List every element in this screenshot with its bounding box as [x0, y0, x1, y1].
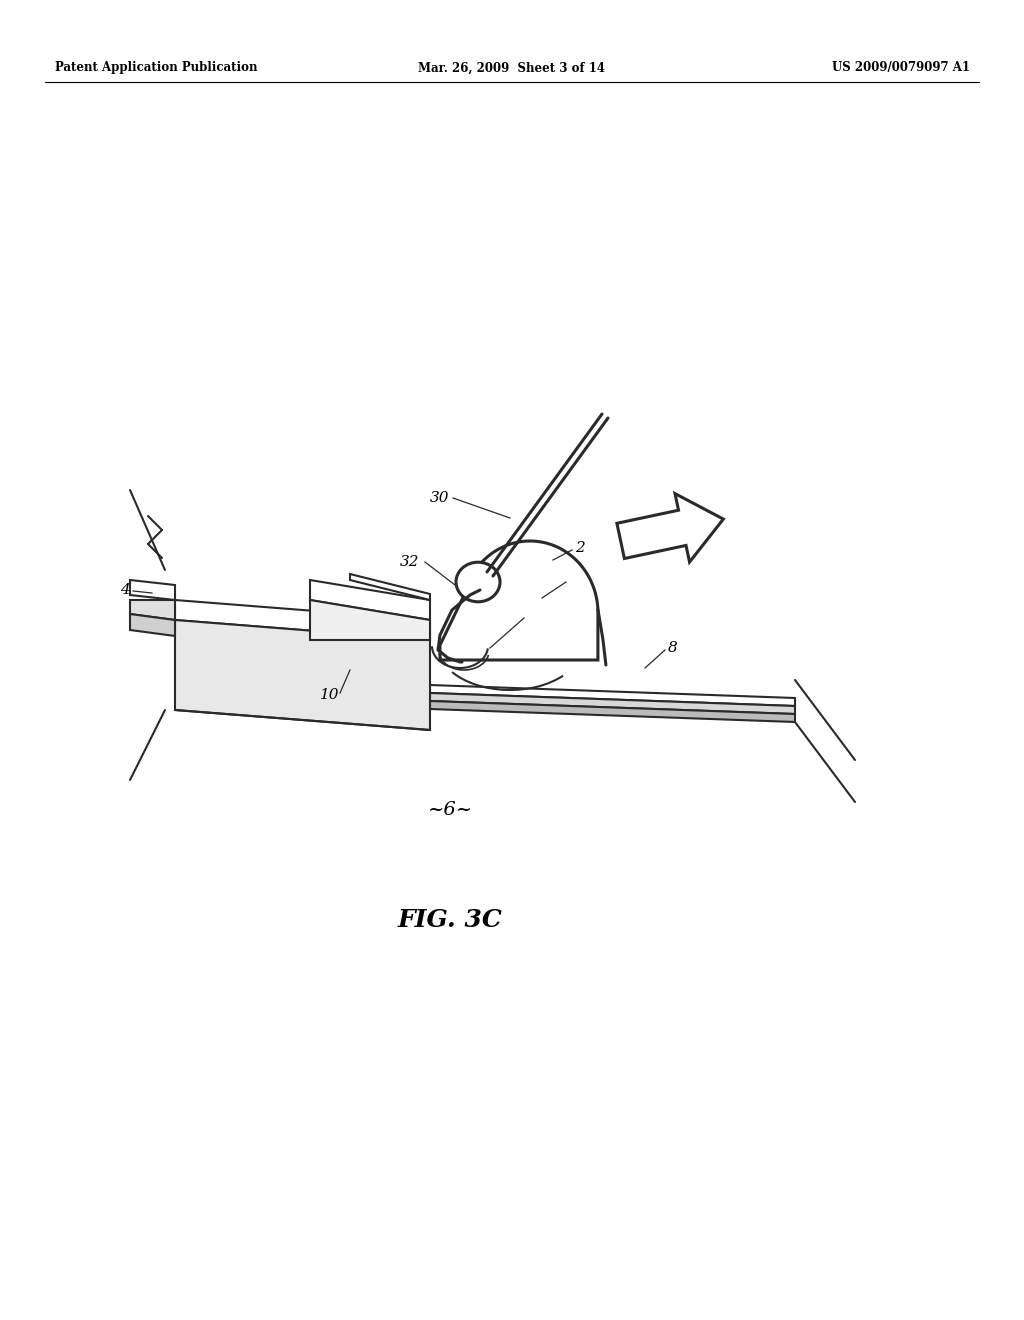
Ellipse shape	[456, 562, 500, 602]
Polygon shape	[130, 614, 175, 636]
Polygon shape	[130, 579, 175, 601]
Polygon shape	[430, 693, 795, 714]
Text: 12: 12	[526, 611, 546, 624]
Text: FIG. 3C: FIG. 3C	[397, 908, 503, 932]
Polygon shape	[175, 601, 430, 640]
Text: 8: 8	[668, 642, 678, 655]
Polygon shape	[616, 494, 723, 562]
Text: 32: 32	[400, 554, 420, 569]
Text: ~6~: ~6~	[427, 801, 472, 818]
Polygon shape	[350, 574, 430, 601]
Text: Mar. 26, 2009  Sheet 3 of 14: Mar. 26, 2009 Sheet 3 of 14	[419, 62, 605, 74]
Polygon shape	[175, 620, 430, 730]
Text: 16: 16	[568, 573, 588, 587]
Text: 10: 10	[319, 688, 340, 702]
Polygon shape	[430, 685, 795, 706]
Polygon shape	[310, 601, 430, 640]
Text: 2: 2	[575, 541, 585, 554]
Text: US 2009/0079097 A1: US 2009/0079097 A1	[831, 62, 970, 74]
Polygon shape	[130, 601, 175, 620]
Polygon shape	[440, 541, 598, 660]
Polygon shape	[430, 701, 795, 722]
Text: Patent Application Publication: Patent Application Publication	[55, 62, 257, 74]
Polygon shape	[310, 579, 430, 620]
Text: 30: 30	[430, 491, 450, 506]
Text: 4: 4	[120, 583, 130, 597]
